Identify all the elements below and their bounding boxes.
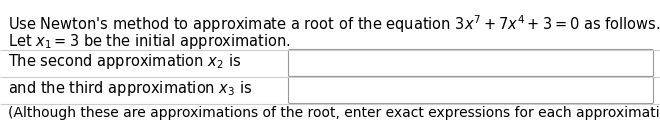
- FancyBboxPatch shape: [288, 76, 653, 103]
- Text: and the third approximation $x_3$ is: and the third approximation $x_3$ is: [8, 79, 252, 98]
- FancyBboxPatch shape: [288, 50, 653, 76]
- Text: Let $x_1 = 3$ be the initial approximation.: Let $x_1 = 3$ be the initial approximati…: [8, 32, 291, 51]
- Text: The second approximation $x_2$ is: The second approximation $x_2$ is: [8, 52, 241, 71]
- Text: (Although these are approximations of the root, enter exact expressions for each: (Although these are approximations of th…: [8, 106, 660, 120]
- Text: Use Newton's method to approximate a root of the equation $3x^7 + 7x^4 + 3 = 0$ : Use Newton's method to approximate a roo…: [8, 13, 660, 35]
